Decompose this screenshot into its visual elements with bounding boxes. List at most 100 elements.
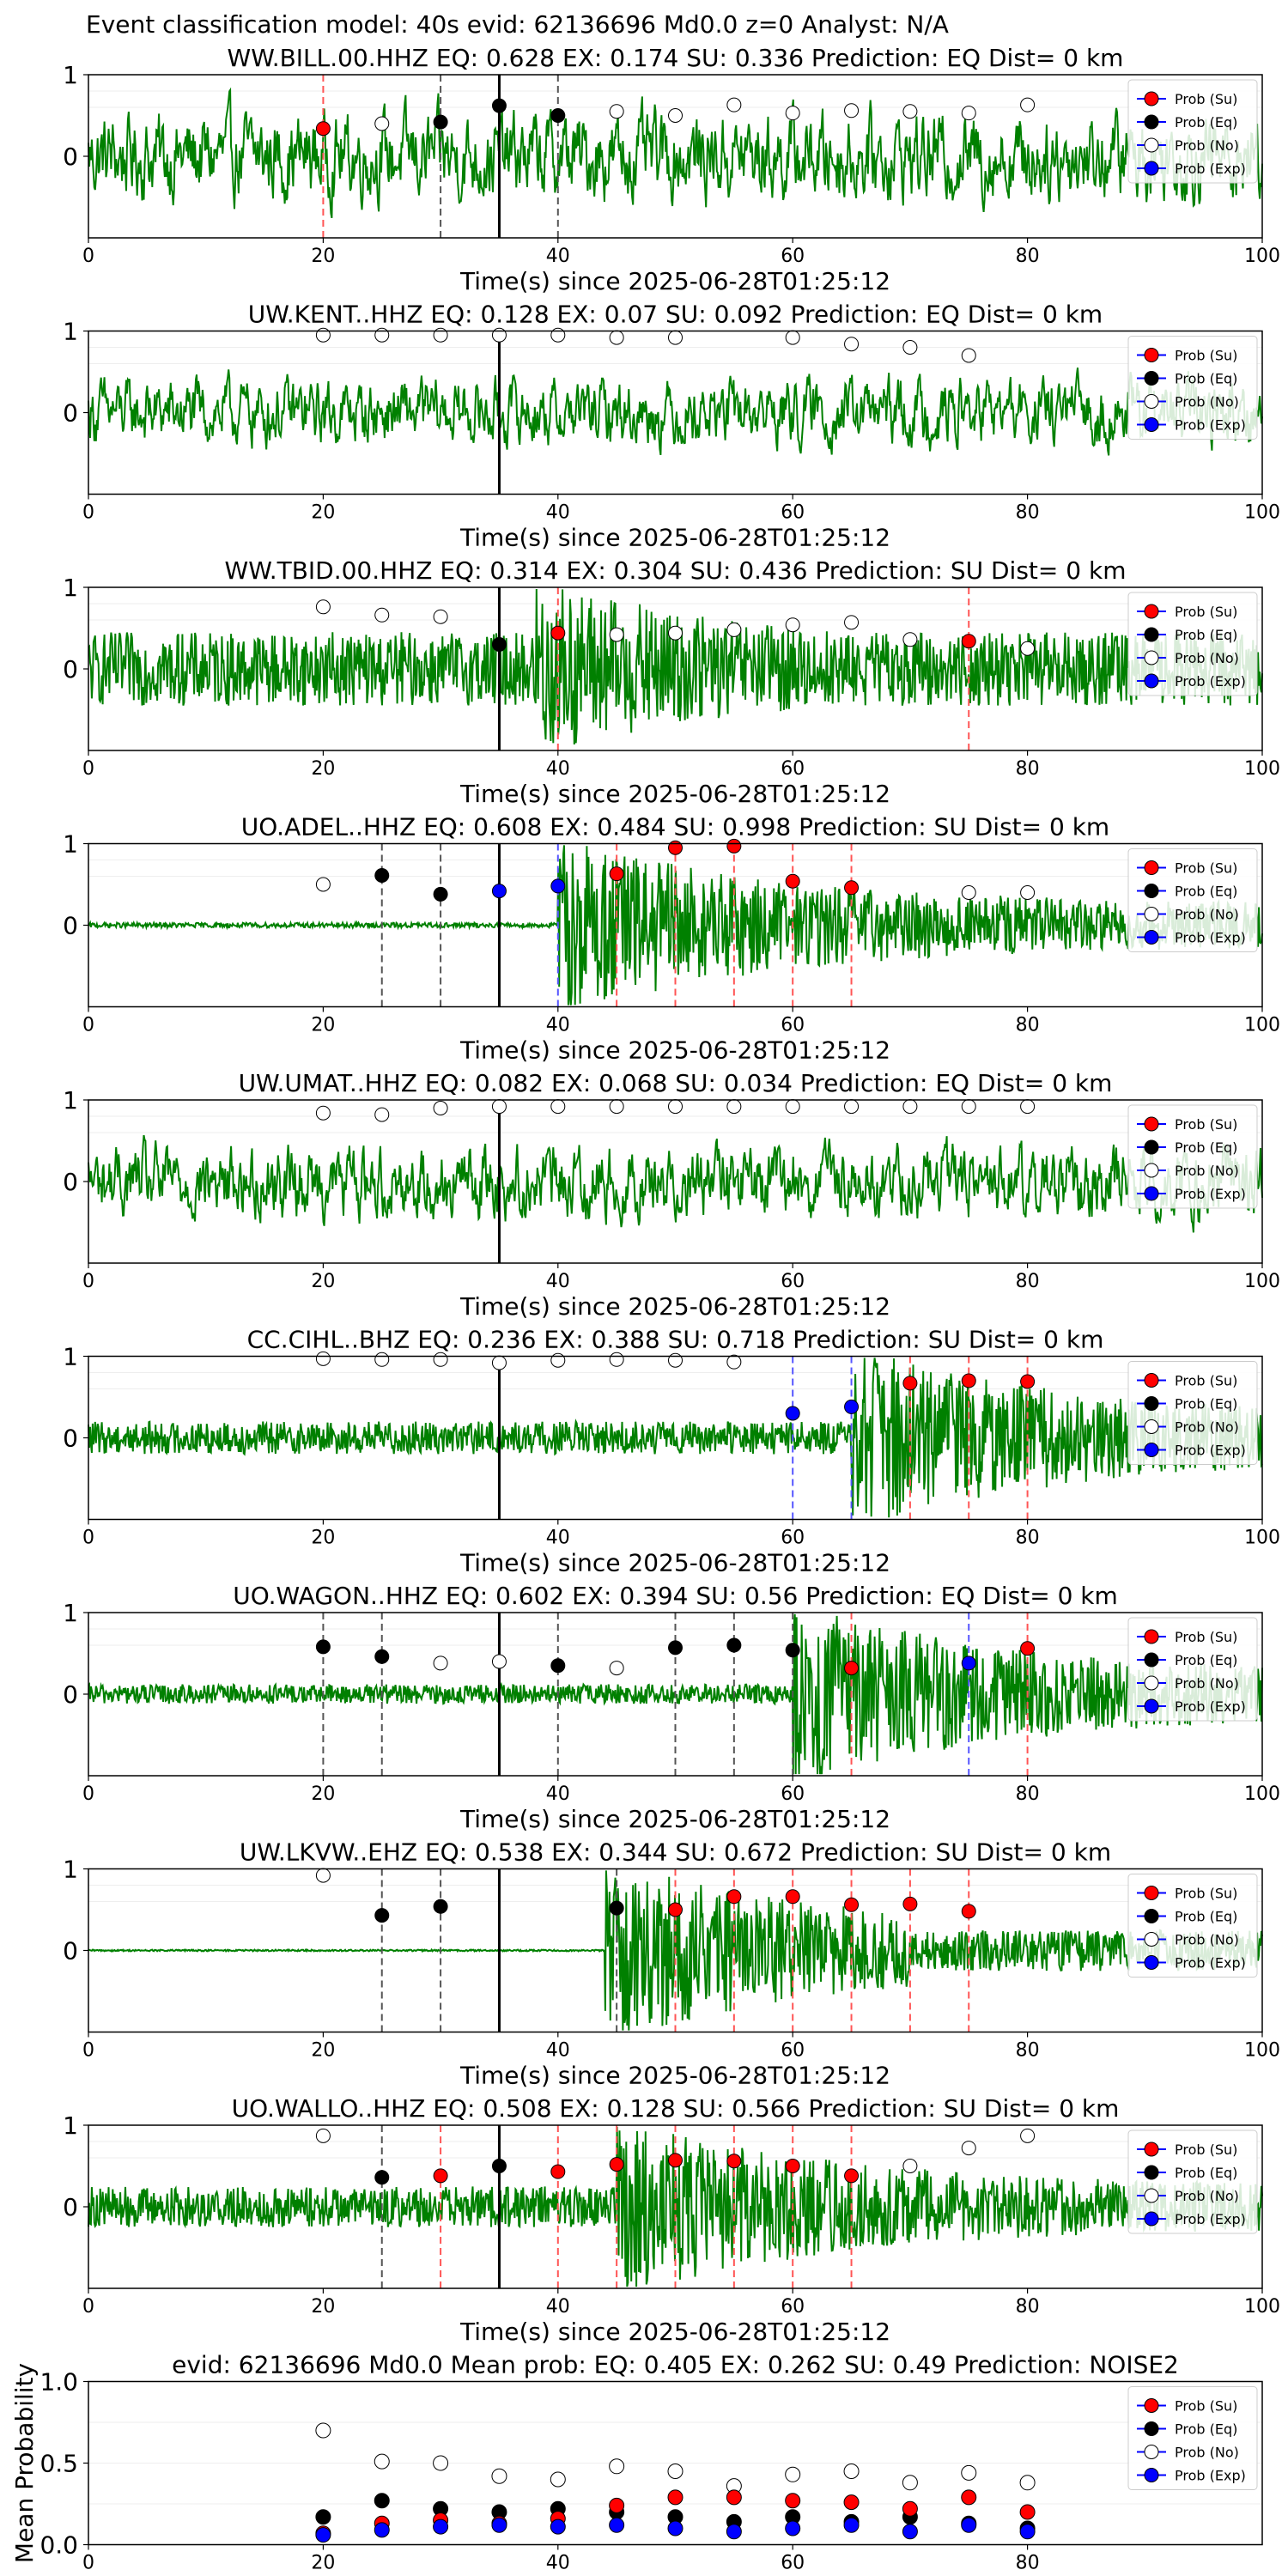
panel-title: UO.WALLO..HHZ EQ: 0.508 EX: 0.128 SU: 0.… [232, 2094, 1120, 2123]
prob-marker-eq [668, 1640, 683, 1656]
y-tick-label: 0 [63, 655, 78, 683]
legend-label-su: Prob (Su) [1175, 1886, 1237, 1902]
prob-marker-no [433, 1656, 448, 1671]
x-tick-label: 100 [1244, 758, 1280, 780]
legend-marker-eq [1144, 1139, 1159, 1155]
prob-marker-no [609, 330, 624, 345]
legend: Prob (Su) Prob (Eq) Prob (No) Prob (Exp) [1127, 336, 1258, 440]
legend-label-eq: Prob (Eq) [1175, 371, 1237, 387]
y-tick-label: 1 [63, 1086, 78, 1115]
prob-marker-no [491, 327, 507, 343]
x-tick-label: 60 [781, 2296, 805, 2318]
mean-prob-marker-exp [1019, 2524, 1036, 2540]
prob-marker-no [1020, 641, 1036, 656]
y-tick-label: 0 [63, 2193, 78, 2221]
y-tick-label: 1 [63, 61, 78, 89]
prob-marker-eq [491, 98, 507, 113]
prob-marker-no [844, 337, 860, 352]
prob-marker-su [668, 840, 683, 855]
y-tick-label: 0 [63, 399, 78, 428]
legend-marker-exp [1144, 417, 1159, 432]
prob-marker-no [315, 2128, 331, 2143]
x-tick-label: 20 [311, 246, 335, 267]
legend-marker-su [1144, 1116, 1159, 1132]
mean-prob-marker-exp [609, 2517, 625, 2533]
mean-prob-marker-no [785, 2466, 801, 2482]
panel-9: UO.WALLO..HHZ EQ: 0.508 EX: 0.128 SU: 0.… [63, 2094, 1280, 2346]
prob-marker-no [902, 1099, 918, 1115]
prob-marker-exp [844, 1399, 860, 1414]
y-tick-label: 1 [63, 2111, 78, 2140]
y-tick-label: 0 [63, 1425, 78, 1453]
y-tick-label: 0.0 [39, 2531, 78, 2560]
mean-prob-marker-exp [550, 2518, 566, 2535]
x-tick-label: 40 [546, 2553, 570, 2574]
mean-prob-marker-su [609, 2497, 625, 2513]
mean-prob-marker-exp [902, 2524, 918, 2540]
y-axis-label: Mean Probability [10, 2363, 39, 2563]
mean-prob-marker-su [961, 2489, 977, 2506]
legend-marker-su [1144, 1373, 1159, 1388]
x-axis-label: Time(s) since 2025-06-28T01:25:12 [459, 267, 890, 295]
legend-label-exp: Prob (Exp) [1175, 1443, 1246, 1459]
waveform-trace [88, 368, 1263, 456]
prob-marker-su [668, 2153, 683, 2168]
mean-prob-marker-exp [374, 2522, 390, 2538]
x-tick-label: 80 [1016, 2296, 1040, 2318]
prob-marker-eq [491, 2159, 507, 2173]
x-axis-label: Time(s) since 2025-06-28T01:25:12 [459, 2062, 890, 2090]
prob-marker-su [844, 880, 860, 896]
y-tick-label: 0 [63, 1168, 78, 1196]
y-tick-label: 1 [63, 574, 78, 602]
x-axis-label: Time(s) since 2025-06-28T01:25:12 [459, 780, 890, 808]
prob-marker-no [433, 609, 448, 624]
prob-marker-su [785, 873, 800, 889]
x-tick-label: 80 [1016, 1528, 1040, 1549]
legend-marker-eq [1144, 2165, 1159, 2180]
x-tick-label: 40 [546, 1528, 570, 1549]
legend-label-su: Prob (Su) [1175, 1373, 1237, 1389]
legend: Prob (Su) Prob (Eq) Prob (No) Prob (Exp) [1127, 1617, 1258, 1722]
prob-marker-no [844, 615, 860, 630]
prob-marker-no [902, 632, 918, 647]
prob-marker-no [609, 1661, 624, 1676]
prob-marker-su [785, 2159, 800, 2173]
legend-marker-no [1144, 1675, 1159, 1691]
prob-marker-exp [550, 878, 566, 894]
x-tick-label: 0 [82, 502, 94, 524]
mean-prob-marker-no [961, 2464, 977, 2481]
legend-label-exp: Prob (Exp) [1175, 2211, 1246, 2227]
legend-box [1127, 1617, 1258, 1722]
prob-marker-no [315, 327, 331, 343]
x-tick-label: 0 [82, 246, 94, 267]
x-tick-label: 80 [1016, 758, 1040, 780]
figure-suptitle: Event classification model: 40s evid: 62… [86, 10, 949, 39]
legend-marker-su [1144, 348, 1159, 362]
mean-prob-marker-su [843, 2494, 860, 2511]
legend-label-su: Prob (Su) [1175, 91, 1237, 107]
prob-marker-no [1020, 2128, 1036, 2143]
prob-marker-exp [491, 884, 507, 899]
x-axis-label: Time(s) since 2025-06-28T01:25:12 [459, 524, 890, 552]
x-tick-label: 60 [781, 2040, 805, 2062]
prob-marker-no [726, 622, 742, 637]
legend-box [1127, 848, 1258, 952]
prob-marker-no [315, 1868, 331, 1883]
x-tick-label: 60 [781, 1783, 805, 1805]
legend-marker-exp [1144, 930, 1159, 945]
prob-marker-eq [315, 1639, 331, 1655]
prob-marker-su [609, 2157, 624, 2172]
waveform-trace [88, 87, 1263, 218]
x-tick-label: 100 [1244, 1783, 1280, 1805]
mean-prob-marker-exp [785, 2520, 801, 2537]
x-tick-label: 40 [546, 2040, 570, 2062]
prob-marker-su [550, 2164, 566, 2179]
panel-4: UO.ADEL..HHZ EQ: 0.608 EX: 0.484 SU: 0.9… [63, 813, 1280, 1065]
panel-10: evid: 62136696 Md0.0 Mean prob: EQ: 0.40… [10, 2351, 1263, 2574]
panel-title: UW.UMAT..HHZ EQ: 0.082 EX: 0.068 SU: 0.0… [239, 1069, 1113, 1097]
prob-marker-su [726, 838, 742, 854]
mean-prob-marker-exp [843, 2517, 860, 2533]
y-tick-label: 0 [63, 1680, 78, 1709]
prob-marker-no [609, 1352, 624, 1367]
mean-prob-marker-no [433, 2455, 449, 2471]
